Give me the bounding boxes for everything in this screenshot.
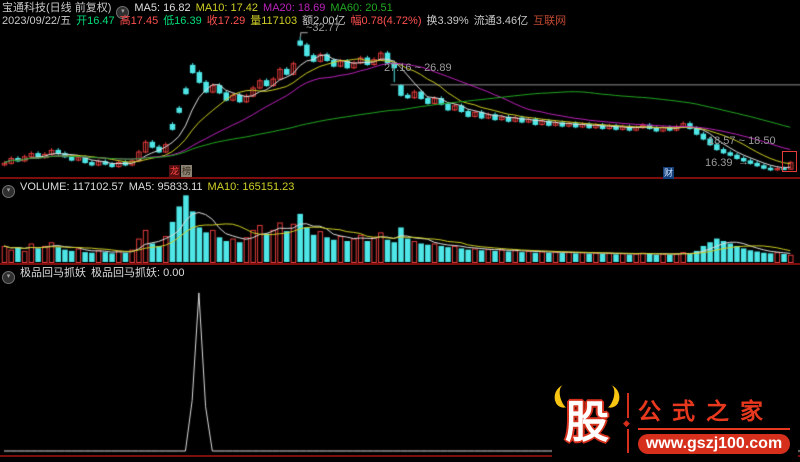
separator-bottom <box>0 455 800 457</box>
diamond-icon: ◆ <box>623 418 630 429</box>
peak-price-annotation: ~32.77 <box>306 22 340 34</box>
logo-divider: ◆ <box>623 393 630 453</box>
ma-value-label: MA5: 16.82 <box>134 2 191 14</box>
panel-collapse-icon[interactable]: ▾ <box>2 185 15 198</box>
quote-info-label: 换3.39% <box>426 15 469 27</box>
quote-info-label: 量117103 <box>250 15 298 27</box>
quote-info-label: 额2.00亿 <box>302 15 346 27</box>
last-candle-highlight-box <box>782 151 797 172</box>
volume-values: VOLUME: 117102.57 MA5: 95833.11 MA10: 1651… <box>20 181 299 193</box>
quote-info-label: 高17.45 <box>119 15 159 27</box>
site-name: 公式之家 <box>638 399 774 424</box>
main-header-line1: 宝通科技(日线 前复权) ▾ MA5: 16.82 MA10: 17.42 MA20: … <box>2 2 403 19</box>
quote-info-label: 幅0.78(4.72%) <box>350 15 422 27</box>
stock-title: 宝通科技(日线 前复权) <box>2 2 112 14</box>
bull-stock-icon: 股 <box>550 381 624 452</box>
separator-volume-indicator <box>0 263 800 265</box>
panel-collapse-icon[interactable]: ▾ <box>2 271 15 284</box>
quote-info-label: 2023/09/22/五 <box>2 15 72 27</box>
ma-values: MA5: 16.82 MA10: 17.42 MA20: 18.69 MA60: 20… <box>134 2 397 14</box>
indicator-value: 极品回马抓妖: 0.00 <box>91 267 185 279</box>
volume-header: ▾ VOLUME: 117102.57 MA5: 95833.11 MA10: 165… <box>2 181 304 198</box>
quote-info-label: 开16.47 <box>76 15 115 27</box>
dragon-tiger-event-badge[interactable]: 龙 <box>169 165 180 177</box>
main-header-line2: 2023/09/22/五 开16.47 高17.45 低16.39 收17.29 量117… <box>2 15 576 27</box>
volume-chart[interactable] <box>0 179 800 263</box>
quote-info-label: 流通3.46亿 <box>473 15 529 27</box>
separator-main-volume <box>0 177 800 179</box>
gszj-logo[interactable]: 股 ◆ 公式之家 www.gszj100.com <box>550 381 798 460</box>
right-price-annotation: 18.57 ~ 18.50 <box>708 135 776 147</box>
ma-value-label: MA60: 20.51 <box>330 2 393 14</box>
finance-report-badge[interactable]: 财 <box>663 167 674 179</box>
list-event-badge[interactable]: 榜 <box>181 165 192 177</box>
main-price-chart[interactable] <box>0 0 800 177</box>
arrow-icon: → <box>738 156 749 168</box>
indicator-header: ▾ 极品回马抓妖 极品回马抓妖: 0.00 <box>2 267 190 284</box>
low-price-annotation: 16.39 <box>705 157 733 169</box>
ma-value-label: MA20: 18.69 <box>263 2 326 14</box>
ma-value-label: MA10: 17.42 <box>195 2 259 14</box>
volume-value-label: VOLUME: 117102.57 <box>20 181 124 193</box>
volume-value-label: MA10: 165151.23 <box>207 181 295 193</box>
logo-underline <box>638 428 790 430</box>
quote-info-label: 低16.39 <box>163 15 202 27</box>
quote-info-label[interactable]: 互联网 <box>533 15 567 27</box>
quote-info-label: 收17.29 <box>206 15 246 27</box>
volume-value-label: MA5: 95833.11 <box>128 181 203 193</box>
site-url[interactable]: www.gszj100.com <box>638 434 790 454</box>
stock-character: 股 <box>565 398 609 447</box>
panel-collapse-icon[interactable]: ▾ <box>116 6 130 19</box>
indicator-name: 极品回马抓妖 <box>20 267 86 279</box>
quote-info: 2023/09/22/五 开16.47 高17.45 低16.39 收17.29 量117… <box>2 15 571 27</box>
gap-price-annotation: 27.16 ~ 26.89 <box>384 62 452 74</box>
